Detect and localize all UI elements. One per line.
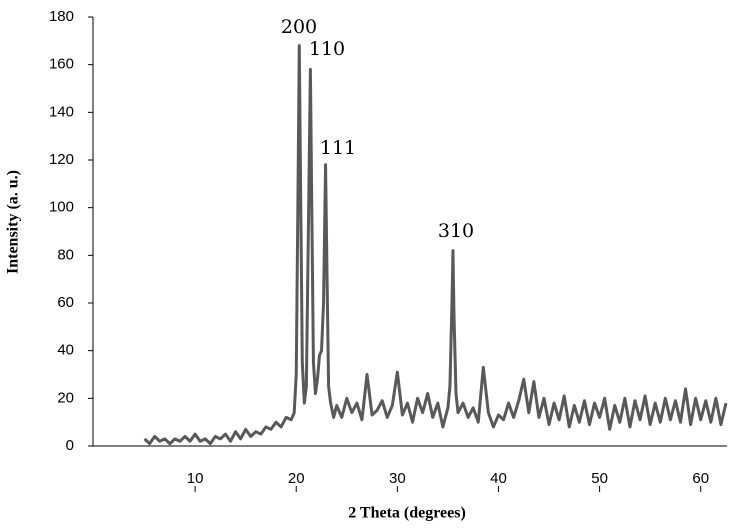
y-tick-label: 160 (49, 56, 74, 73)
y-tick-label: 120 (49, 151, 74, 168)
y-tick-label: 180 (49, 8, 74, 25)
y-tick-label: 60 (57, 294, 74, 311)
y-tick-label: 80 (57, 246, 74, 263)
x-tick-label: 20 (288, 470, 305, 487)
y-tick-label: 0 (66, 437, 74, 454)
y-tick-label: 40 (57, 342, 74, 359)
data-line (143, 44, 728, 446)
y-tick-label: 140 (49, 103, 74, 120)
peak-annotation: 111 (320, 137, 356, 159)
peak-annotation: 110 (309, 38, 345, 60)
x-axis-title: 2 Theta (degrees) (348, 505, 466, 522)
peak-annotation: 200 (281, 16, 317, 38)
y-axis-title: Intensity (a. u.) (5, 170, 22, 274)
y-tick-label: 20 (57, 389, 74, 406)
x-tick-label: 10 (187, 470, 204, 487)
x-tick-label: 40 (490, 470, 507, 487)
x-tick-label: 30 (389, 470, 406, 487)
x-tick-label: 60 (692, 470, 709, 487)
y-tick-label: 100 (49, 199, 74, 216)
x-tick-label: 50 (591, 470, 608, 487)
peak-annotation: 310 (438, 220, 474, 242)
